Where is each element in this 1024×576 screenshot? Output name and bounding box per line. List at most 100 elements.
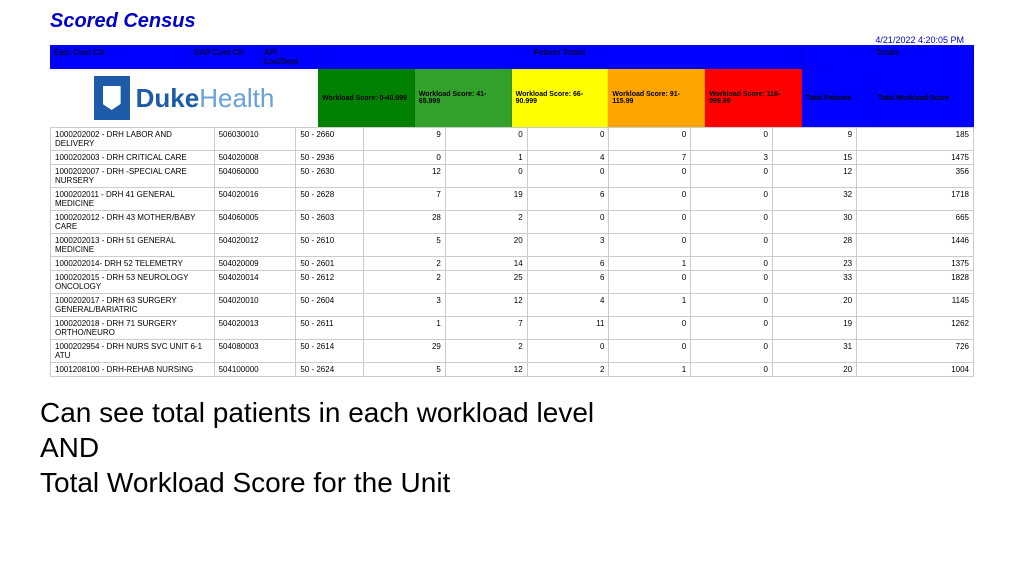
- cell-epic: 1000202017 - DRH 63 SURGERY GENERAL/BARI…: [51, 294, 215, 317]
- hdr-score-2: Workload Score: 66-90.999: [512, 69, 609, 127]
- cell-s4: 0: [691, 363, 773, 377]
- cell-s1: 2: [445, 340, 527, 363]
- cell-s1: 1: [445, 151, 527, 165]
- cell-tws: 1262: [857, 317, 974, 340]
- cell-s1: 12: [445, 363, 527, 377]
- cell-tws: 185: [857, 128, 974, 151]
- cell-sap: 504080003: [214, 340, 296, 363]
- cell-sap: 504020009: [214, 257, 296, 271]
- cell-api: 50 - 2610: [296, 234, 364, 257]
- cell-api: 50 - 2630: [296, 165, 364, 188]
- cell-s1: 2: [445, 211, 527, 234]
- cell-api: 50 - 2612: [296, 271, 364, 294]
- cell-tp: 12: [773, 165, 857, 188]
- cell-s2: 11: [527, 317, 609, 340]
- cell-s0: 29: [364, 340, 446, 363]
- caption-line: Can see total patients in each workload …: [40, 395, 984, 430]
- cell-s0: 12: [364, 165, 446, 188]
- cell-tws: 665: [857, 211, 974, 234]
- cell-s3: 7: [609, 151, 691, 165]
- cell-s3: 1: [609, 294, 691, 317]
- cell-s2: 2: [527, 363, 609, 377]
- cell-api: 50 - 2936: [296, 151, 364, 165]
- cell-s3: 0: [609, 234, 691, 257]
- cell-s3: 1: [609, 363, 691, 377]
- table-row: 1000202014- DRH 52 TELEMETRY50402000950 …: [51, 257, 974, 271]
- cell-epic: 1000202015 - DRH 53 NEUROLOGY ONCOLOGY: [51, 271, 215, 294]
- cell-s0: 5: [364, 234, 446, 257]
- cell-epic: 1000202007 - DRH -SPECIAL CARE NURSERY: [51, 165, 215, 188]
- cell-s4: 0: [691, 257, 773, 271]
- cell-tp: 9: [773, 128, 857, 151]
- cell-s3: 0: [609, 165, 691, 188]
- cell-s1: 20: [445, 234, 527, 257]
- cell-tp: 23: [773, 257, 857, 271]
- cell-sap: 504020016: [214, 188, 296, 211]
- cell-api: 50 - 2603: [296, 211, 364, 234]
- table-row: 1000202012 - DRH 43 MOTHER/BABY CARE5040…: [51, 211, 974, 234]
- cell-api: 50 - 2614: [296, 340, 364, 363]
- cell-epic: 1000202003 - DRH CRITICAL CARE: [51, 151, 215, 165]
- cell-epic: 1000202018 - DRH 71 SURGERY ORTHO/NEURO: [51, 317, 215, 340]
- cell-s1: 14: [445, 257, 527, 271]
- hdr-total-workload-score: Total Workload Score: [874, 69, 974, 127]
- cell-s1: 0: [445, 128, 527, 151]
- hdr-score-0: Workload Score: 0-40.999: [318, 69, 415, 127]
- cell-tp: 30: [773, 211, 857, 234]
- cell-tws: 1375: [857, 257, 974, 271]
- cell-epic: 1001208100 - DRH-REHAB NURSING: [51, 363, 215, 377]
- cell-sap: 504020013: [214, 317, 296, 340]
- table-row: 1000202013 - DRH 51 GENERAL MEDICINE5040…: [51, 234, 974, 257]
- cell-s2: 6: [527, 271, 609, 294]
- cell-tws: 1718: [857, 188, 974, 211]
- cell-s0: 2: [364, 271, 446, 294]
- cell-sap: 504020012: [214, 234, 296, 257]
- cell-epic: 1000202002 - DRH LABOR AND DELIVERY: [51, 128, 215, 151]
- cell-s2: 0: [527, 165, 609, 188]
- cell-s0: 9: [364, 128, 446, 151]
- hdr-score-1: Workload Score: 41-65.999: [415, 69, 512, 127]
- hdr-score-3: Workload Score: 91-115.99: [608, 69, 705, 127]
- cell-tp: 19: [773, 317, 857, 340]
- cell-sap: 506030010: [214, 128, 296, 151]
- cell-api: 50 - 2601: [296, 257, 364, 271]
- table-row: 1000202003 - DRH CRITICAL CARE5040200085…: [51, 151, 974, 165]
- cell-s1: 12: [445, 294, 527, 317]
- cell-s2: 4: [527, 294, 609, 317]
- cell-tws: 1475: [857, 151, 974, 165]
- cell-tws: 1446: [857, 234, 974, 257]
- cell-s2: 0: [527, 128, 609, 151]
- cell-tws: 1004: [857, 363, 974, 377]
- hdr-sap: SAP Cost Ctr: [190, 45, 260, 69]
- cell-tp: 28: [773, 234, 857, 257]
- cell-s0: 5: [364, 363, 446, 377]
- cell-s4: 0: [691, 340, 773, 363]
- cell-s4: 0: [691, 317, 773, 340]
- report-container: Scored Census 4/21/2022 4:20:05 PM Epic …: [0, 0, 1024, 377]
- table-row: 1000202002 - DRH LABOR AND DELIVERY50603…: [51, 128, 974, 151]
- cell-s0: 3: [364, 294, 446, 317]
- cell-sap: 504060000: [214, 165, 296, 188]
- hdr-totals: Totals: [802, 45, 974, 69]
- caption-line: Total Workload Score for the Unit: [40, 465, 984, 500]
- hdr-api: API Loc/Dept: [260, 45, 318, 69]
- hdr-patient-totals: Patient Totals: [318, 45, 802, 69]
- cell-s4: 3: [691, 151, 773, 165]
- header-row-2: DukeHealth Workload Score: 0-40.999Workl…: [50, 69, 974, 127]
- cell-epic: 1000202012 - DRH 43 MOTHER/BABY CARE: [51, 211, 215, 234]
- cell-s3: 0: [609, 188, 691, 211]
- cell-s3: 0: [609, 271, 691, 294]
- cell-s0: 28: [364, 211, 446, 234]
- cell-tws: 726: [857, 340, 974, 363]
- cell-s2: 3: [527, 234, 609, 257]
- cell-s4: 0: [691, 234, 773, 257]
- cell-epic: 1000202011 - DRH 41 GENERAL MEDICINE: [51, 188, 215, 211]
- cell-s0: 1: [364, 317, 446, 340]
- slide-caption: Can see total patients in each workload …: [0, 377, 1024, 500]
- cell-api: 50 - 2628: [296, 188, 364, 211]
- cell-s2: 6: [527, 188, 609, 211]
- table-row: 1000202018 - DRH 71 SURGERY ORTHO/NEURO5…: [51, 317, 974, 340]
- cell-s4: 0: [691, 165, 773, 188]
- hdr-total-patients: Total Patients: [802, 69, 874, 127]
- cell-s2: 4: [527, 151, 609, 165]
